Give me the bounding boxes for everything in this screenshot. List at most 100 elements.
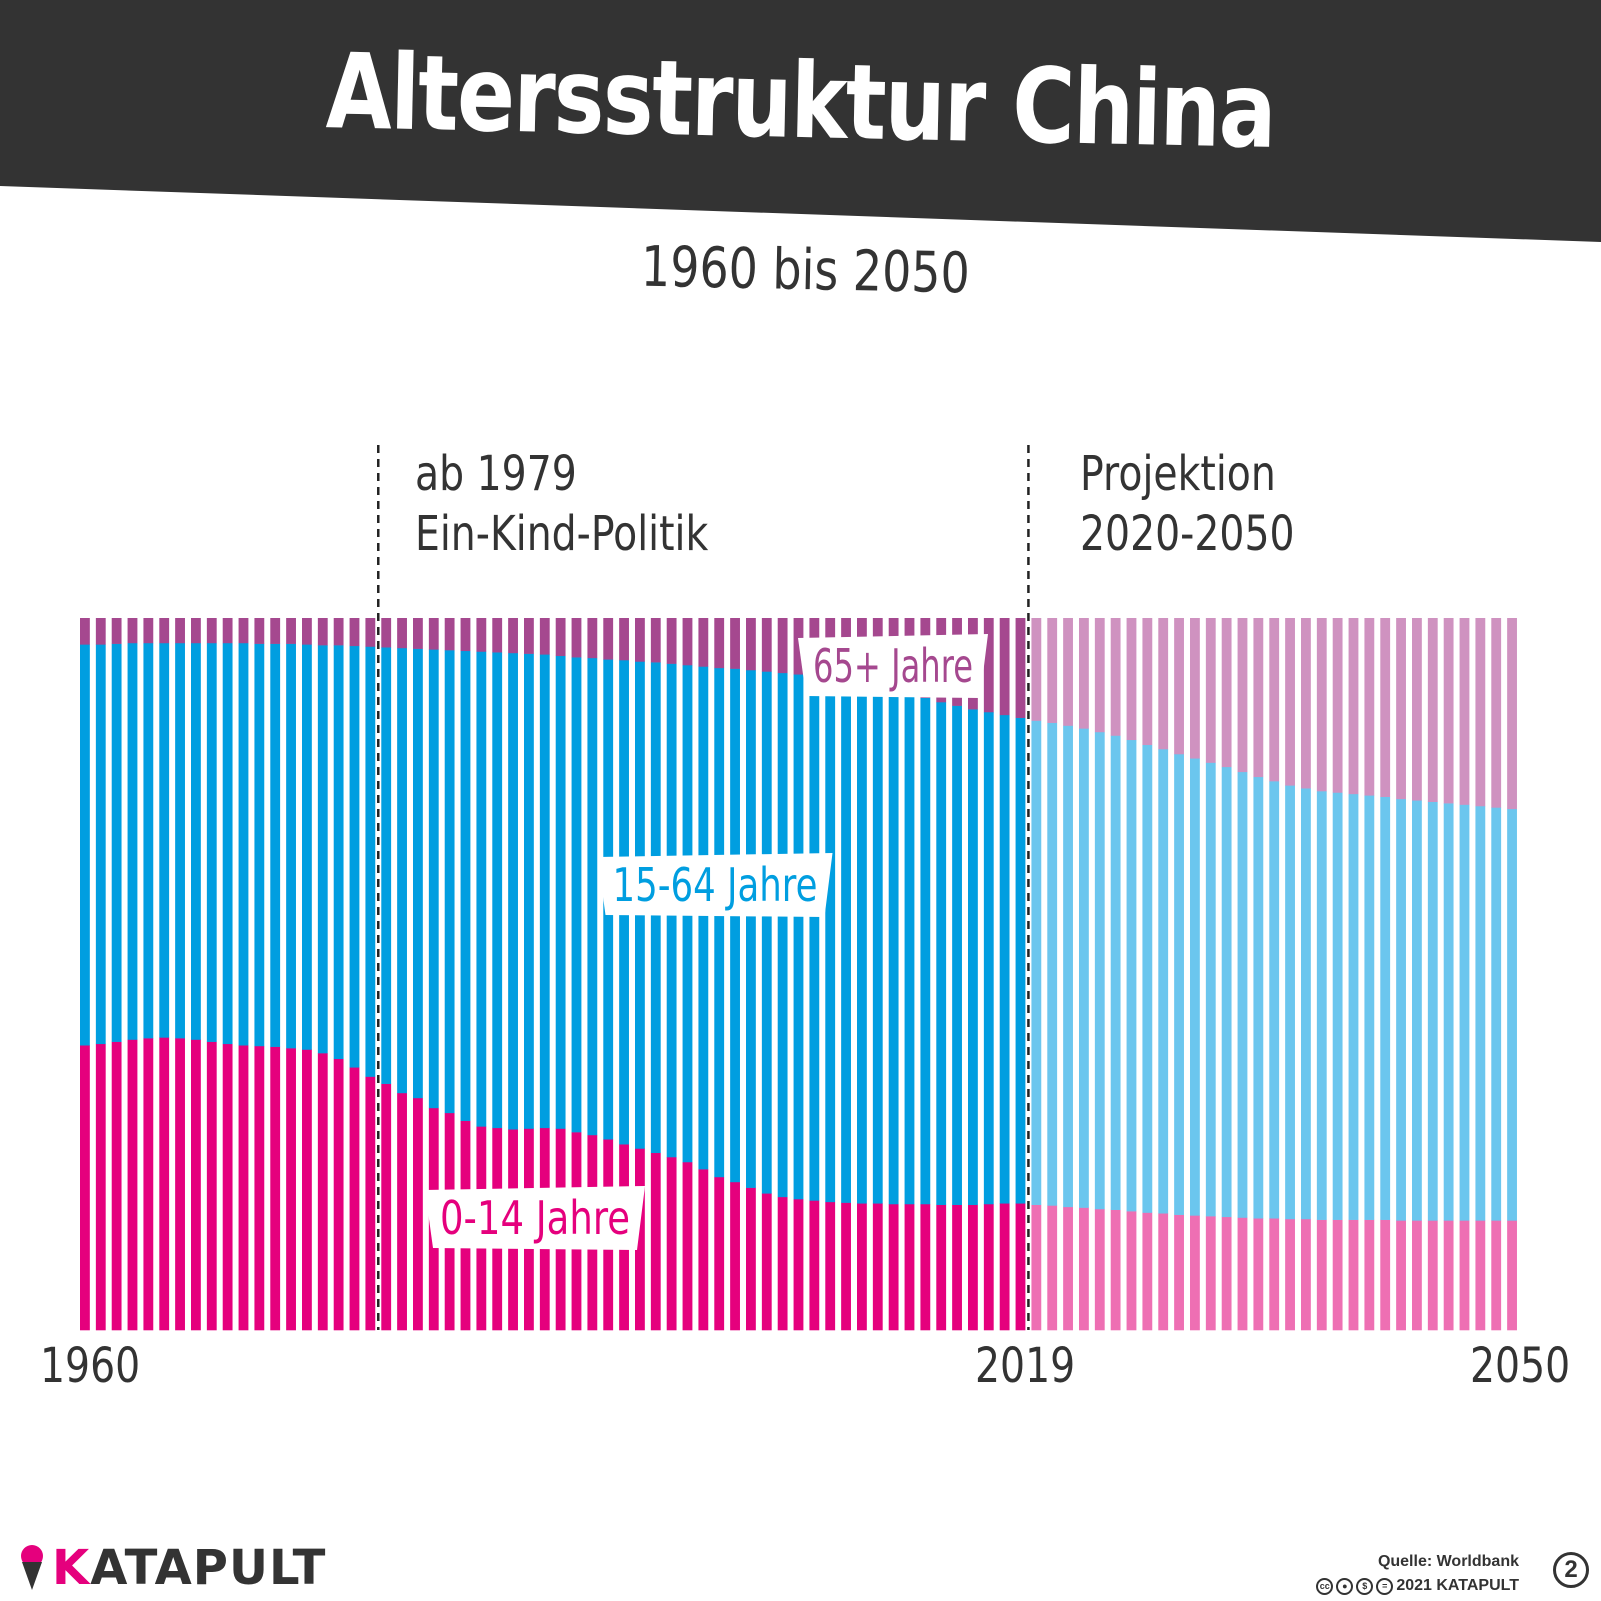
bar-2024-series-2 <box>1094 618 1105 733</box>
bar-1969-series-0 <box>222 1043 233 1331</box>
projection-annotation-line1: Projektion <box>1080 446 1276 502</box>
series-label-text-1: 15-64 Jahre <box>613 858 818 912</box>
bar-1999-series-0 <box>698 1169 709 1331</box>
bar-2031-series-2 <box>1205 618 1216 763</box>
bar-1970-series-2 <box>238 618 249 644</box>
bar-2038-series-0 <box>1316 1219 1327 1331</box>
header-band <box>0 0 1601 242</box>
license-row: cc ● $ = 2021 KATAPULT <box>1316 1574 1519 1598</box>
bar-2041-series-0 <box>1364 1219 1375 1331</box>
bar-1975-series-1 <box>317 645 328 1054</box>
bar-2038-series-2 <box>1316 618 1327 792</box>
bar-2049-series-0 <box>1491 1220 1502 1331</box>
bar-2015-series-0 <box>952 1204 962 1331</box>
bar-2011-series-0 <box>888 1203 899 1331</box>
bar-2006-series-1 <box>809 675 820 1201</box>
bar-2019-series-1 <box>1015 717 1026 1204</box>
bar-2025-series-0 <box>1110 1209 1121 1331</box>
source-text: Quelle: Worldbank <box>1377 1553 1519 1570</box>
bar-1976-series-1 <box>333 645 344 1060</box>
bar-1980-series-1 <box>397 647 407 1094</box>
bar-2047-series-0 <box>1459 1220 1470 1331</box>
bar-1974-series-0 <box>302 1049 312 1331</box>
bar-1960-series-2 <box>80 618 90 645</box>
bar-1996-series-0 <box>650 1152 661 1331</box>
bar-1987-series-2 <box>508 618 518 654</box>
bar-1994-series-2 <box>619 618 629 661</box>
bar-2039-series-2 <box>1332 618 1343 793</box>
bar-2002-series-1 <box>746 669 756 1188</box>
bar-1960-series-1 <box>80 644 90 1046</box>
edition-badge: 2 <box>1553 1552 1589 1588</box>
bar-1966-series-0 <box>175 1038 185 1331</box>
bar-1969-series-2 <box>222 618 233 644</box>
bar-2009-series-0 <box>857 1203 867 1331</box>
bar-1978-series-0 <box>365 1076 376 1331</box>
bar-1983-series-2 <box>444 618 455 651</box>
header-band-shape <box>0 0 1601 242</box>
bar-2030-series-1 <box>1190 758 1200 1216</box>
policy-annotation: ab 1979 Ein-Kind-Politik <box>415 444 708 564</box>
bar-2001-series-0 <box>730 1181 740 1331</box>
bar-2019-series-2 <box>1015 618 1026 718</box>
x-tick-1960: 1960 <box>40 1338 141 1394</box>
bar-1968-series-2 <box>206 618 217 644</box>
bar-1976-series-0 <box>333 1058 344 1331</box>
bar-1967-series-0 <box>191 1039 201 1331</box>
bar-2045-series-2 <box>1427 618 1438 802</box>
bar-2033-series-1 <box>1237 771 1248 1218</box>
bar-2037-series-0 <box>1301 1218 1311 1331</box>
bar-2029-series-0 <box>1174 1214 1184 1331</box>
bar-2012-series-1 <box>904 694 915 1205</box>
bar-2035-series-2 <box>1269 618 1280 782</box>
bar-1983-series-1 <box>444 650 455 1114</box>
bar-1989-series-2 <box>539 618 550 655</box>
bar-1961-series-0 <box>95 1043 106 1331</box>
logo-text: KATAPULT <box>52 1540 326 1596</box>
bar-2015-series-1 <box>952 705 962 1205</box>
bar-2009-series-1 <box>857 684 867 1204</box>
bar-1962-series-1 <box>111 643 122 1042</box>
bar-1992-series-1 <box>587 657 598 1136</box>
bar-2047-series-1 <box>1459 804 1470 1221</box>
bar-1979-series-0 <box>381 1083 392 1331</box>
katapult-logo: KATAPULT <box>18 1540 326 1596</box>
projection-annotation: Projektion 2020-2050 <box>1080 444 1295 564</box>
bar-1965-series-2 <box>159 618 170 644</box>
bar-2049-series-2 <box>1491 618 1502 808</box>
bar-2030-series-2 <box>1190 618 1200 759</box>
bar-1963-series-2 <box>127 618 138 644</box>
bar-2020-series-1 <box>1031 720 1042 1205</box>
bar-2032-series-1 <box>1221 766 1232 1218</box>
bar-2016-series-0 <box>968 1204 978 1331</box>
bar-2023-series-1 <box>1079 728 1089 1208</box>
bar-1965-series-1 <box>159 642 170 1038</box>
bar-1981-series-0 <box>413 1097 423 1331</box>
bar-2029-series-2 <box>1174 618 1184 755</box>
bar-2005-series-2 <box>793 618 804 675</box>
bar-1962-series-0 <box>111 1041 122 1331</box>
bar-2038-series-1 <box>1316 791 1327 1220</box>
series-label-text-0: 0-14 Jahre <box>440 1191 630 1245</box>
bar-2037-series-2 <box>1301 618 1311 789</box>
bar-1979-series-1 <box>381 647 392 1084</box>
bar-2012-series-0 <box>904 1203 915 1331</box>
bar-1991-series-1 <box>571 657 582 1133</box>
bar-1963-series-0 <box>127 1039 138 1331</box>
bar-2036-series-2 <box>1285 618 1295 786</box>
bar-2045-series-0 <box>1427 1220 1438 1331</box>
bar-2008-series-1 <box>841 681 851 1203</box>
bar-2039-series-0 <box>1332 1219 1343 1331</box>
bar-1961-series-2 <box>95 618 106 645</box>
bar-1970-series-0 <box>238 1045 249 1331</box>
bar-2025-series-2 <box>1110 618 1121 736</box>
bar-1974-series-1 <box>302 644 312 1050</box>
bar-2022-series-0 <box>1063 1206 1073 1331</box>
bar-1990-series-1 <box>555 655 566 1129</box>
bar-1966-series-1 <box>175 642 185 1039</box>
series-labels: 0-14 Jahre 15-64 Jahre 65+ Jahre <box>425 634 988 1250</box>
bar-2018-series-1 <box>999 714 1010 1204</box>
bar-2048-series-1 <box>1475 805 1486 1221</box>
projection-annotation-line2: 2020-2050 <box>1080 506 1295 562</box>
bar-2039-series-1 <box>1332 792 1343 1220</box>
